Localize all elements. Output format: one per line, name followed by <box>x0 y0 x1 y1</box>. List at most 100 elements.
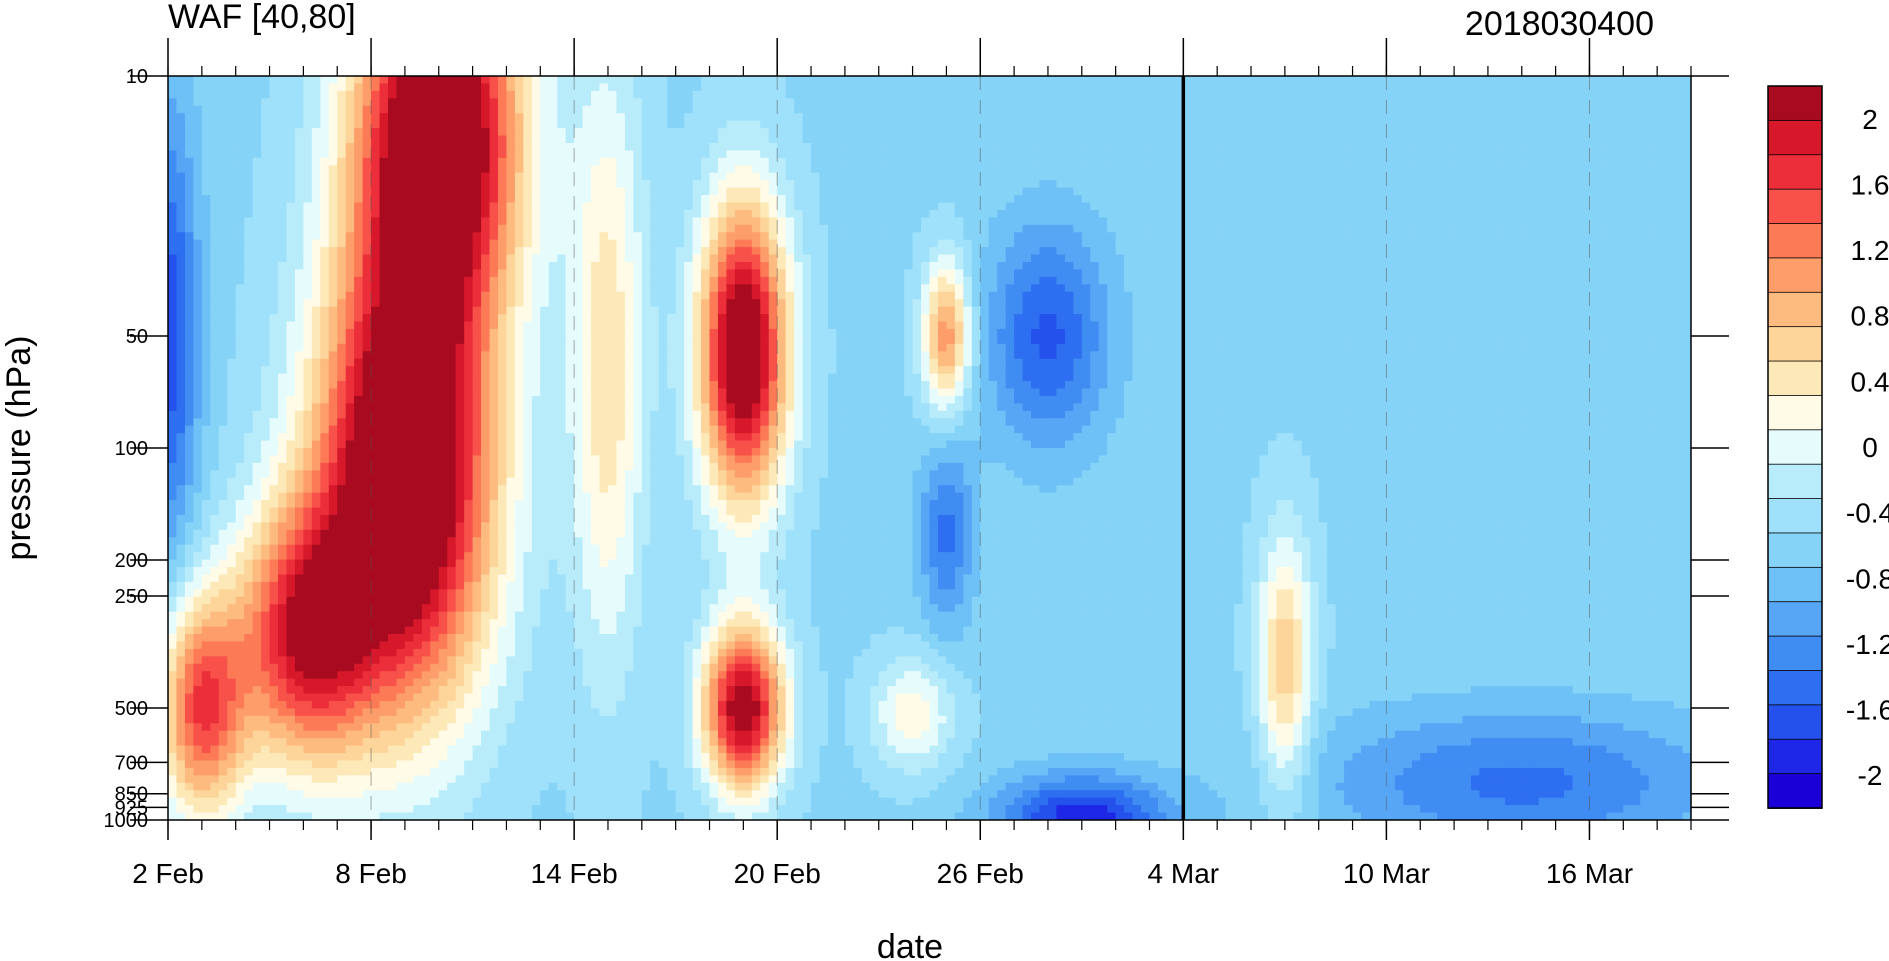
heatmap-cell <box>1522 202 1531 210</box>
heatmap-cell <box>1606 76 1615 84</box>
heatmap-cell <box>828 106 837 114</box>
heatmap-cell <box>1099 173 1108 181</box>
heatmap-cell <box>862 255 871 263</box>
heatmap-cell <box>413 262 422 270</box>
heatmap-cell <box>1234 210 1243 218</box>
heatmap-cell <box>236 173 245 181</box>
heatmap-cell <box>413 136 422 144</box>
heatmap-cell <box>193 173 202 181</box>
heatmap-cell <box>193 225 202 233</box>
heatmap-cell <box>583 188 592 196</box>
heatmap-cell <box>836 91 845 99</box>
heatmap-cell <box>1446 143 1455 151</box>
heatmap-cell <box>1141 165 1150 173</box>
heatmap-cell <box>1437 150 1446 158</box>
heatmap-cell <box>1683 98 1692 106</box>
heatmap-cell <box>1268 136 1277 144</box>
heatmap-cell <box>380 255 389 263</box>
heatmap-cell <box>329 255 338 263</box>
heatmap-cell <box>1158 150 1167 158</box>
heatmap-cell <box>896 83 905 91</box>
heatmap-cell <box>380 247 389 255</box>
heatmap-cell <box>253 128 262 136</box>
heatmap-cell <box>1209 150 1218 158</box>
heatmap-cell <box>532 188 541 196</box>
heatmap-cell <box>1226 269 1235 277</box>
heatmap-cell <box>1209 136 1218 144</box>
heatmap-cell <box>354 262 363 270</box>
heatmap-cell <box>312 255 321 263</box>
heatmap-cell <box>1649 98 1658 106</box>
heatmap-cell <box>921 195 930 203</box>
heatmap-cell <box>904 188 913 196</box>
heatmap-cell <box>244 188 253 196</box>
heatmap-cell <box>498 106 507 114</box>
heatmap-cell <box>1107 217 1116 225</box>
heatmap-cell <box>1454 165 1463 173</box>
heatmap-cell <box>1437 121 1446 129</box>
heatmap-cell <box>1547 210 1556 218</box>
heatmap-cell <box>997 255 1006 263</box>
heatmap-cell <box>1056 136 1065 144</box>
heatmap-cell <box>1293 91 1302 99</box>
heatmap-cell <box>803 188 812 196</box>
heatmap-cell <box>1251 232 1260 240</box>
heatmap-cell <box>1539 83 1548 91</box>
heatmap-cell <box>346 217 355 225</box>
heatmap-cell <box>828 91 837 99</box>
heatmap-cell <box>1412 136 1421 144</box>
heatmap-cell <box>1243 277 1252 285</box>
heatmap-cell <box>1589 188 1598 196</box>
heatmap-cell <box>896 255 905 263</box>
heatmap-cell <box>1031 195 1040 203</box>
heatmap-cell <box>701 158 710 166</box>
heatmap-cell <box>422 76 431 84</box>
heatmap-cell <box>1251 202 1260 210</box>
heatmap-cell <box>1666 76 1675 84</box>
heatmap-cell <box>1243 113 1252 121</box>
heatmap-cell <box>244 128 253 136</box>
heatmap-cell <box>354 180 363 188</box>
heatmap-cell <box>1090 232 1099 240</box>
heatmap-cell <box>820 240 829 248</box>
heatmap-cell <box>1496 262 1505 270</box>
heatmap-cell <box>1099 277 1108 285</box>
heatmap-cell <box>955 217 964 225</box>
heatmap-cell <box>413 173 422 181</box>
heatmap-cell <box>490 217 499 225</box>
heatmap-cell <box>1141 247 1150 255</box>
heatmap-cell <box>219 262 228 270</box>
heatmap-cell <box>693 247 702 255</box>
heatmap-cell <box>1513 136 1522 144</box>
heatmap-cell <box>1209 262 1218 270</box>
heatmap-cell <box>1133 202 1142 210</box>
heatmap-cell <box>642 180 651 188</box>
heatmap-cell <box>1116 128 1125 136</box>
heatmap-cell <box>1039 232 1048 240</box>
heatmap-cell <box>312 143 321 151</box>
heatmap-cell <box>1353 91 1362 99</box>
heatmap-cell <box>1471 121 1480 129</box>
heatmap-cell <box>515 106 524 114</box>
heatmap-cell <box>997 158 1006 166</box>
heatmap-cell <box>532 158 541 166</box>
heatmap-cell <box>777 76 786 84</box>
heatmap-cell <box>498 217 507 225</box>
heatmap-cell <box>1403 121 1412 129</box>
heatmap-cell <box>1090 262 1099 270</box>
heatmap-cell <box>1403 150 1412 158</box>
heatmap-cell <box>557 143 566 151</box>
heatmap-cell <box>794 225 803 233</box>
heatmap-cell <box>760 106 769 114</box>
heatmap-cell <box>870 91 879 99</box>
heatmap-cell <box>1226 255 1235 263</box>
heatmap-cell <box>930 255 939 263</box>
heatmap-cell <box>1124 269 1133 277</box>
heatmap-cell <box>566 247 575 255</box>
heatmap-cell <box>1615 98 1624 106</box>
heatmap-cell <box>667 269 676 277</box>
heatmap-cell <box>1217 76 1226 84</box>
heatmap-cell <box>363 180 372 188</box>
heatmap-cell <box>1463 210 1472 218</box>
heatmap-cell <box>253 150 262 158</box>
